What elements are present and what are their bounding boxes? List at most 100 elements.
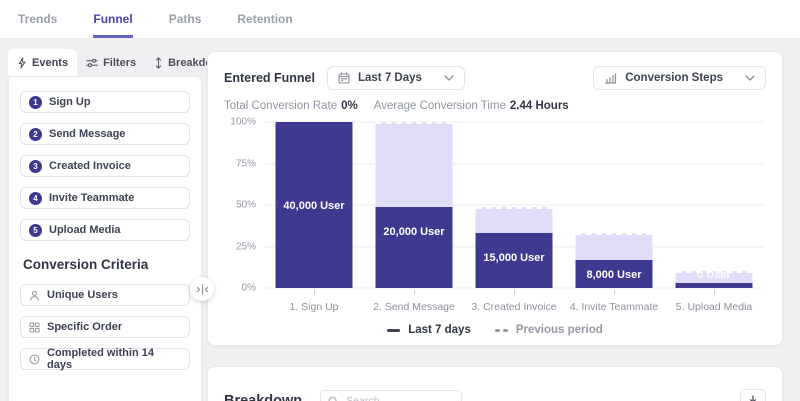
funnel-card: Entered Funnel Last 7 Days Conversion St… bbox=[207, 51, 783, 346]
dashed-line-swatch bbox=[494, 328, 508, 332]
criteria-label: Completed within 14 days bbox=[47, 347, 154, 371]
solid-line-swatch bbox=[387, 328, 401, 332]
bar-value-label: 20,000 User bbox=[383, 225, 445, 238]
download-icon bbox=[750, 395, 756, 401]
event-item-invite-teammate[interactable]: 4 Invite Teammate bbox=[20, 187, 190, 209]
page-content: Events Filters Breakdown 1 Sign Up 2 Sen… bbox=[0, 39, 800, 401]
x-axis-label: 4. Invite Teammate bbox=[569, 301, 659, 313]
resize-arrows-icon bbox=[196, 283, 208, 295]
tab-paths[interactable]: Paths bbox=[168, 11, 202, 26]
current-period-bar[interactable] bbox=[375, 206, 453, 288]
conversion-steps-dropdown[interactable]: Conversion Steps bbox=[593, 66, 766, 90]
panel-resize-handle[interactable] bbox=[190, 277, 214, 301]
y-axis-label: 75% bbox=[235, 158, 256, 169]
x-axis-tick bbox=[614, 289, 615, 294]
step-number-badge: 4 bbox=[29, 191, 42, 205]
event-item-sign-up[interactable]: 1 Sign Up bbox=[20, 91, 190, 113]
x-axis-label: 5. Upload Media bbox=[675, 301, 753, 313]
criteria-label: Unique Users bbox=[47, 289, 118, 301]
y-axis-label: 25% bbox=[235, 241, 256, 252]
breakdown-search bbox=[320, 390, 463, 401]
stat-value: 2.44 Hours bbox=[509, 100, 569, 112]
step-number-badge: 2 bbox=[29, 127, 42, 141]
average-conversion-time: Average Conversion Time 2.44 Hours bbox=[374, 100, 569, 112]
y-axis: 100% 75% 50% 25% 0% bbox=[224, 117, 258, 294]
sidebar-tabs: Events Filters Breakdown bbox=[8, 49, 227, 76]
event-label: Send Message bbox=[49, 128, 126, 140]
legend-label: Previous period bbox=[515, 324, 603, 336]
y-axis-label: 0% bbox=[241, 282, 256, 294]
criteria-specific-order[interactable]: Specific Order bbox=[20, 316, 190, 338]
tab-retention[interactable]: Retention bbox=[237, 11, 293, 26]
bar-value-label: 15,000 User bbox=[483, 252, 545, 265]
criteria-unique-users[interactable]: Unique Users bbox=[20, 284, 190, 306]
current-period-bar[interactable] bbox=[675, 283, 753, 288]
sidebar-tab-label: Filters bbox=[103, 56, 137, 69]
calendar-icon bbox=[338, 72, 350, 84]
search-icon bbox=[328, 396, 337, 401]
bar-value-label: 0 User bbox=[697, 269, 731, 282]
stat-label: Total Conversion Rate bbox=[224, 100, 338, 112]
tab-funnel[interactable]: Funnel bbox=[93, 0, 133, 38]
conversion-steps-value: Conversion Steps bbox=[625, 72, 723, 84]
search-input[interactable] bbox=[320, 390, 463, 401]
chevron-down-icon bbox=[444, 75, 454, 81]
event-item-created-invoice[interactable]: 3 Created Invoice bbox=[20, 155, 190, 177]
date-range-value: Last 7 Days bbox=[357, 72, 422, 84]
event-label: Upload Media bbox=[49, 224, 121, 236]
sidebar-tab-label: Events bbox=[32, 56, 69, 69]
funnel-header: Entered Funnel Last 7 Days Conversion St… bbox=[224, 66, 766, 90]
clock-icon bbox=[29, 354, 40, 364]
step-number-badge: 5 bbox=[29, 223, 42, 237]
event-item-send-message[interactable]: 2 Send Message bbox=[20, 123, 190, 145]
conversion-criteria-heading: Conversion Criteria bbox=[23, 257, 149, 272]
funnel-step-1: 40,000 User 1. Sign Up bbox=[264, 122, 364, 313]
criteria-label: Specific Order bbox=[47, 321, 123, 333]
y-axis-label: 50% bbox=[235, 199, 256, 211]
breakdown-title: Breakdown bbox=[224, 393, 303, 401]
x-axis-tick bbox=[314, 289, 315, 294]
criteria-completed-within[interactable]: Completed within 14 days bbox=[20, 347, 190, 371]
step-number-badge: 1 bbox=[29, 95, 42, 109]
funnel-step-5: 0 User 5. Upload Media bbox=[664, 122, 764, 313]
lightning-icon bbox=[18, 56, 26, 69]
gridline bbox=[264, 163, 764, 164]
funnel-stats: Total Conversion Rate 0% Average Conversi… bbox=[224, 100, 766, 112]
gridline bbox=[264, 204, 764, 206]
sidebar: Events Filters Breakdown 1 Sign Up 2 Sen… bbox=[8, 49, 227, 401]
legend-previous-period[interactable]: Previous period bbox=[494, 324, 603, 336]
x-axis-label: 2. Send Message bbox=[373, 301, 455, 313]
event-item-upload-media[interactable]: 5 Upload Media bbox=[20, 219, 190, 241]
event-label: Created Invoice bbox=[49, 160, 131, 172]
bar-value-label: 40,000 User bbox=[283, 200, 345, 212]
current-period-bar[interactable] bbox=[475, 233, 553, 288]
sidebar-tab-events[interactable]: Events bbox=[8, 49, 78, 76]
sidebar-panel: 1 Sign Up 2 Send Message 3 Created Invoi… bbox=[8, 76, 202, 401]
date-range-dropdown[interactable]: Last 7 Days bbox=[326, 66, 465, 90]
entered-funnel-label: Entered Funnel bbox=[224, 71, 315, 85]
x-axis-tick bbox=[414, 289, 415, 294]
bar-chart-icon bbox=[605, 72, 617, 84]
x-axis-label: 3. Created Invoice bbox=[471, 301, 557, 313]
funnel-step-2: 20,000 User 2. Send Message bbox=[364, 122, 464, 313]
current-period-bar[interactable] bbox=[275, 122, 353, 288]
legend-last-7-days[interactable]: Last 7 days bbox=[387, 324, 471, 336]
sidebar-tab-filters[interactable]: Filters bbox=[77, 49, 145, 76]
legend-label: Last 7 days bbox=[408, 324, 471, 336]
chart-legend: Last 7 days Previous period bbox=[224, 324, 766, 336]
sliders-icon bbox=[86, 58, 98, 67]
event-label: Invite Teammate bbox=[49, 192, 135, 204]
tab-trends[interactable]: Trends bbox=[18, 11, 58, 26]
gridline bbox=[264, 121, 764, 123]
stat-value: 0% bbox=[341, 100, 358, 112]
top-nav: Trends Funnel Paths Retention bbox=[0, 0, 800, 39]
x-axis-tick bbox=[514, 289, 515, 294]
y-axis-label: 100% bbox=[230, 116, 256, 128]
x-axis-label: 1. Sign Up bbox=[289, 301, 339, 313]
download-button[interactable] bbox=[740, 389, 766, 401]
funnel-plot: 40,000 User 1. Sign Up 20,000 User 2. Send … bbox=[264, 121, 764, 313]
grid-icon bbox=[29, 321, 40, 333]
current-period-bar[interactable] bbox=[575, 259, 653, 288]
total-conversion-rate: Total Conversion Rate 0% bbox=[224, 100, 358, 112]
funnel-step-4: 8,000 User 4. Invite Teammate bbox=[564, 122, 664, 313]
